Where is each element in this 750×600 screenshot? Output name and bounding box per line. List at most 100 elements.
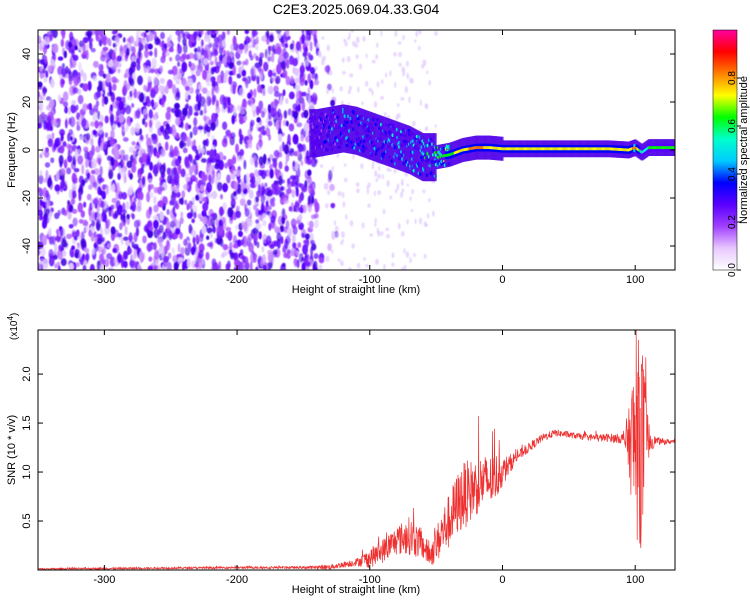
spectrogram-noise-blob <box>207 50 212 56</box>
spectrogram-noise-blob <box>223 155 227 161</box>
spectrogram-noise-blob <box>358 63 363 70</box>
spectrogram-noise-blob <box>153 31 157 40</box>
spectrogram-noise-blob <box>197 125 204 131</box>
spectrogram-noise-blob <box>199 109 204 116</box>
spectrogram-signal-core <box>598 147 601 151</box>
spectrogram-noise-blob <box>258 231 262 240</box>
spectrogram-signal-core <box>643 149 646 152</box>
spectrogram-signal-core <box>597 147 600 151</box>
spectrogram-noise-blob <box>49 99 55 108</box>
spectrogram-noise-blob <box>428 198 431 203</box>
spectrogram-noise-blob <box>295 181 299 191</box>
spectrogram-noise-blob <box>116 55 123 62</box>
spectrogram-signal-core <box>586 147 589 151</box>
spectrogram-noise-blob <box>422 189 426 194</box>
spectrogram-signal-core <box>632 147 635 150</box>
spectrogram-noise-blob <box>313 266 319 270</box>
spectrogram-noise-blob <box>308 102 315 112</box>
spectrogram-noise-blob <box>167 168 174 178</box>
spectrogram-noise-blob <box>128 146 135 154</box>
spectrogram-noise-blob <box>307 183 314 194</box>
spectrogram-noise-blob <box>133 219 140 229</box>
spectrogram-noise-blob <box>194 263 200 268</box>
spectrogram-noise-blob <box>226 174 231 184</box>
spectrogram-signal-core <box>567 147 570 151</box>
spectrogram-signal-core <box>504 147 507 151</box>
spectrogram-noise-blob <box>245 172 250 183</box>
spectrogram-noise-blob <box>397 222 401 230</box>
spectrogram-noise-blob <box>339 260 344 267</box>
spectrogram-noise-blob <box>55 228 60 235</box>
spectrogram-noise-blob <box>207 242 213 247</box>
spectrogram-noise-blob <box>82 72 87 82</box>
spectrogram-noise-blob <box>43 120 47 130</box>
spectrogram-noise-blob <box>249 122 254 132</box>
spectrogram-noise-blob <box>171 65 178 77</box>
spectrogram-noise-blob <box>38 174 44 185</box>
spectrogram-noise-blob <box>175 79 181 85</box>
spectrogram-signal-core <box>570 147 573 151</box>
spectrogram-signal-core <box>641 150 644 154</box>
spectrogram-noise-blob <box>253 233 259 242</box>
spectrogram-noise-blob <box>391 262 395 267</box>
spectrogram-noise-blob <box>38 187 43 193</box>
spectrogram-signal-core <box>664 146 666 150</box>
spectrogram-noise-blob <box>286 58 290 69</box>
spectrogram-noise-blob <box>299 254 303 264</box>
spectrogram-signal-core <box>606 147 609 151</box>
spectrogram-noise-blob <box>169 127 173 135</box>
spectrogram-noise-blob <box>277 108 282 118</box>
spectrogram-noise-blob <box>73 167 80 173</box>
spectrogram-signal-core <box>550 147 553 151</box>
spectrogram-noise-blob <box>117 121 122 128</box>
spectrogram-noise-blob <box>59 167 65 176</box>
spectrogram-signal-core <box>521 147 524 151</box>
spectrogram-noise-blob <box>179 55 186 63</box>
spectrogram-signal-core <box>499 147 502 151</box>
spectrogram-noise-blob <box>357 86 360 93</box>
spectrogram-noise-blob <box>301 100 306 112</box>
spectrogram-noise-blob <box>371 164 375 170</box>
y-tick-label: 1.0 <box>21 464 33 479</box>
spectrogram-noise-blob <box>293 251 298 257</box>
spectrogram-noise-blob <box>269 168 274 179</box>
spectrogram-noise-blob <box>78 219 84 224</box>
spectrogram-noise-blob <box>241 255 246 264</box>
spectrogram-noise-blob <box>222 121 228 130</box>
spectrogram-noise-blob <box>48 249 54 258</box>
spectrogram-noise-blob <box>206 227 213 234</box>
spectrogram-noise-blob <box>324 65 331 73</box>
spectrogram-noise-blob <box>145 30 149 33</box>
spectrogram-noise-blob <box>283 110 288 119</box>
spectrogram-noise-blob <box>88 35 92 45</box>
spectrogram-noise-blob <box>86 30 93 38</box>
spectrogram-noise-blob <box>229 241 233 250</box>
spectrogram-noise-blob <box>54 184 61 192</box>
spectrogram-noise-blob <box>374 222 377 227</box>
spectrogram-noise-blob <box>305 128 310 137</box>
spectrogram-noise-blob <box>158 85 163 92</box>
spectrogram-signal-core <box>673 146 675 150</box>
spectrogram-signal-core <box>510 147 513 151</box>
spectrogram-noise-blob <box>256 84 262 93</box>
spectrogram-noise-blob <box>237 230 243 238</box>
spectrogram-noise-blob <box>266 161 270 166</box>
spectrogram-noise-blob <box>195 149 199 155</box>
spectrogram-noise-blob <box>159 125 165 133</box>
spectrogram-noise-blob <box>77 202 83 213</box>
spectrogram-noise-blob <box>248 189 254 199</box>
spectrogram-noise-blob <box>253 88 257 98</box>
spectrogram-noise-blob <box>314 66 318 71</box>
spectrogram-noise-blob <box>173 261 179 270</box>
spectrogram-signal-core <box>471 146 474 150</box>
spectrogram-noise-blob <box>292 242 297 249</box>
spectrogram-noise-blob <box>242 98 247 108</box>
spectrogram-noise-blob <box>415 30 419 38</box>
spectrogram-noise-blob <box>305 150 310 161</box>
spectrogram-noise-blob <box>321 60 325 66</box>
spectrogram-noise-blob <box>197 46 201 53</box>
spectrogram-noise-blob <box>102 46 109 52</box>
spectrogram-noise-blob <box>289 123 294 130</box>
spectrogram-noise-blob <box>366 187 370 195</box>
spectrogram-noise-blob <box>90 121 96 127</box>
